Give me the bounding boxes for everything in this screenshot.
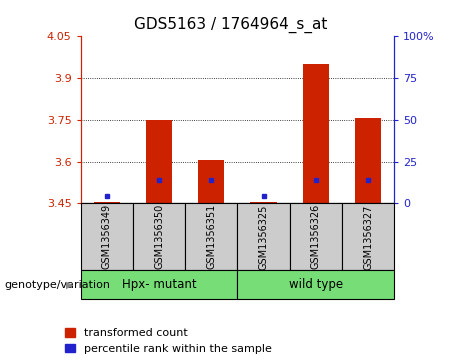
Text: GSM1356325: GSM1356325 [259,204,269,270]
Bar [185,203,237,270]
Bar [94,202,120,203]
Bar [146,120,172,203]
Bar [342,203,394,270]
Text: GSM1356350: GSM1356350 [154,204,164,269]
Text: GSM1356326: GSM1356326 [311,204,321,269]
Text: GSM1356327: GSM1356327 [363,204,373,270]
Bar [290,203,342,270]
Bar [355,118,381,203]
Bar [237,270,394,299]
Text: Hpx- mutant: Hpx- mutant [122,278,196,291]
Text: GSM1356349: GSM1356349 [102,204,112,269]
Text: genotype/variation: genotype/variation [5,280,111,290]
Text: ▶: ▶ [66,280,74,290]
Legend: transformed count, percentile rank within the sample: transformed count, percentile rank withi… [65,328,272,354]
Bar [303,64,329,203]
Bar [133,203,185,270]
Bar [237,203,290,270]
Text: GSM1356351: GSM1356351 [206,204,216,269]
Text: wild type: wild type [289,278,343,291]
Bar [81,203,133,270]
Bar [250,202,277,203]
Bar [81,270,237,299]
Text: GDS5163 / 1764964_s_at: GDS5163 / 1764964_s_at [134,16,327,33]
Bar [198,160,225,203]
